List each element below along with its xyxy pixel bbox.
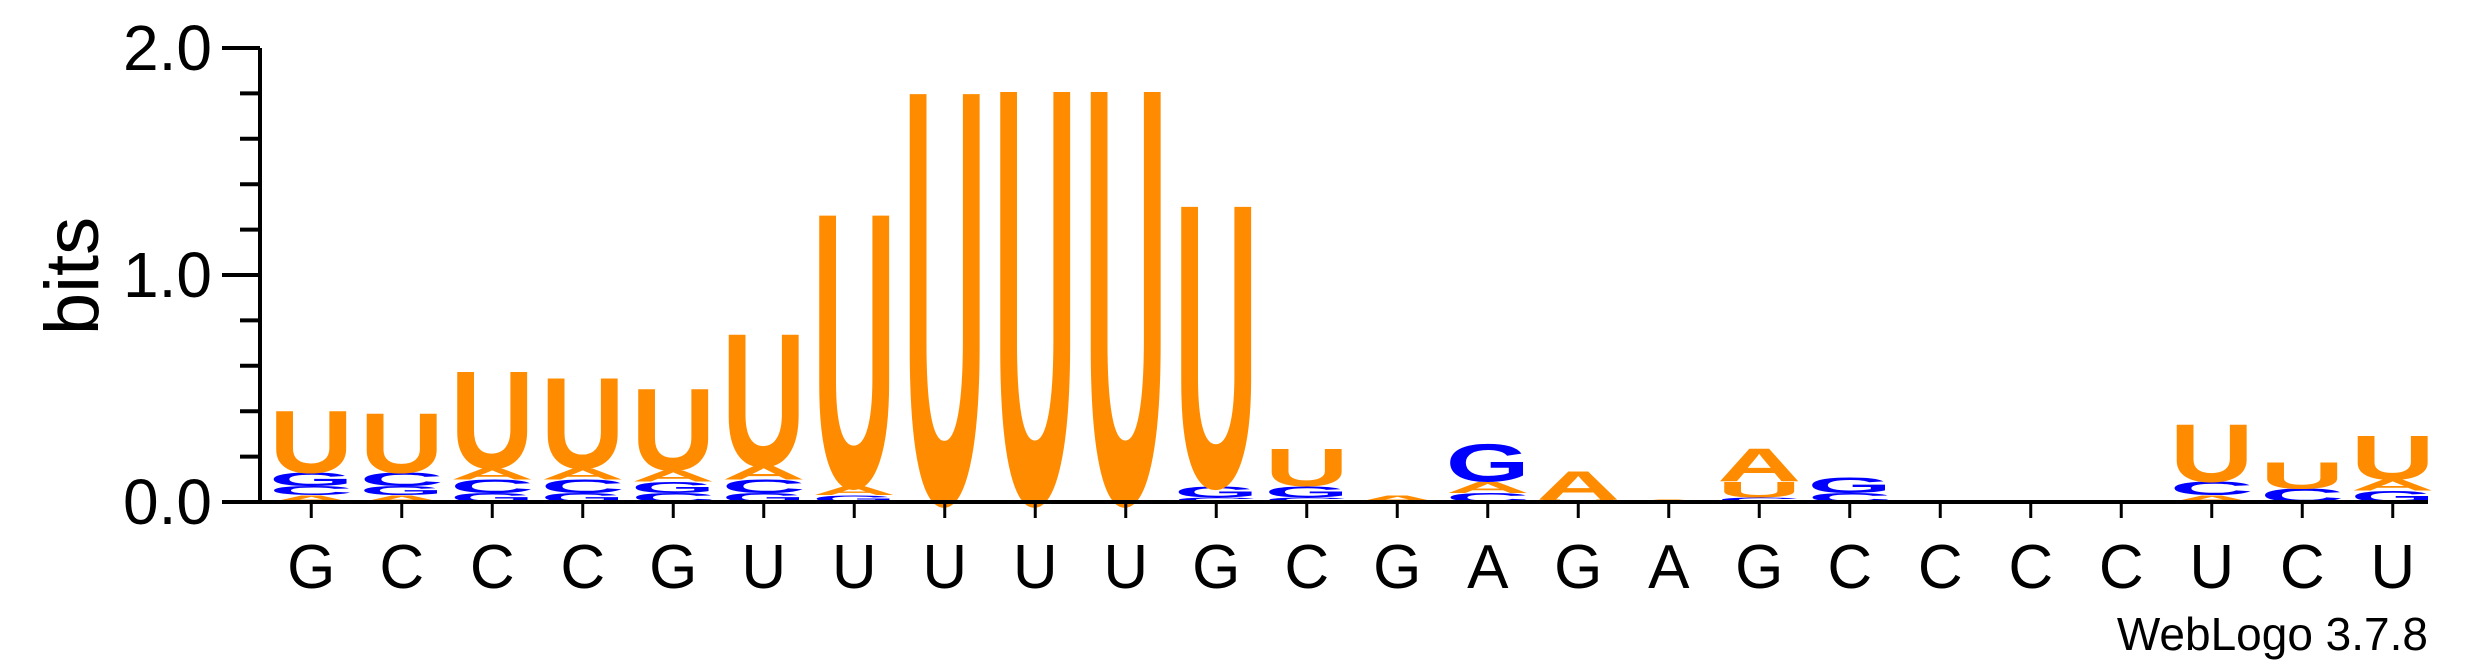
- logo-letter-G: G: [631, 479, 715, 497]
- logo-letter-U: U: [269, 392, 353, 492]
- logo-letter-G: G: [812, 494, 896, 505]
- logo-letter-C: C: [1265, 496, 1349, 503]
- logo-letter-C: C: [360, 469, 444, 490]
- logo-letter-A: A: [450, 465, 534, 483]
- logo-letter-A: A: [269, 493, 353, 504]
- logo-letter-C: C: [2170, 478, 2254, 499]
- logo-letter-A: A: [2170, 493, 2254, 504]
- logo-letter-C: C: [722, 476, 806, 497]
- logo-letter-U: U: [1084, 0, 1168, 628]
- logo-letter-U: U: [2260, 455, 2344, 497]
- position-label: C: [2280, 533, 2325, 602]
- position-label: U: [922, 533, 967, 602]
- position-label: C: [2008, 533, 2053, 602]
- logo-letter-U: U: [722, 294, 806, 506]
- logo-letter-G: G: [360, 484, 444, 498]
- weblogo-version-label: WebLogo 3.7.8: [2117, 608, 2428, 660]
- logo-letter-U: U: [631, 364, 715, 496]
- y-axis-title: bits: [30, 217, 115, 335]
- y-tick-label: 2.0: [123, 12, 212, 84]
- logo-letter-U: U: [812, 132, 896, 570]
- y-tick-label: 1.0: [123, 239, 212, 311]
- position-label: U: [832, 533, 877, 602]
- position-label: U: [2189, 533, 2234, 602]
- position-label: G: [1373, 533, 1421, 602]
- logo-letter-A: A: [722, 462, 806, 483]
- logo-letter-U: U: [1717, 477, 1801, 502]
- position-label: G: [1735, 533, 1783, 602]
- logo-letter-G: G: [1174, 483, 1258, 501]
- logo-letter-A: A: [541, 465, 625, 483]
- position-label: U: [1013, 533, 1058, 602]
- logo-letter-U: U: [1174, 120, 1258, 573]
- logo-letter-U: U: [360, 395, 444, 491]
- logo-letter-A: A: [2351, 476, 2435, 494]
- logo-letter-C: C: [1717, 496, 1801, 503]
- position-label: A: [1467, 533, 1509, 602]
- logo-letter-A: A: [812, 484, 896, 498]
- logo-letter-U: U: [2170, 408, 2254, 500]
- logo-letter-U: U: [1265, 438, 1349, 498]
- position-label: C: [1284, 533, 1329, 602]
- logo-letter-U: U: [2351, 422, 2435, 493]
- position-label: U: [741, 533, 786, 602]
- position-label: C: [470, 533, 515, 602]
- logo-letter-U: U: [450, 343, 534, 498]
- logo-letter-A: A: [1355, 493, 1439, 504]
- position-label: C: [560, 533, 605, 602]
- logo-letter-A: A: [631, 467, 715, 485]
- position-label: C: [1918, 533, 1963, 602]
- position-label: C: [2099, 533, 2144, 602]
- logo-letter-G: G: [1446, 434, 1530, 494]
- position-label: U: [2370, 533, 2415, 602]
- logo-letter-U: U: [903, 0, 987, 628]
- logo-letter-A: A: [1446, 479, 1530, 497]
- logo-letter-U: U: [541, 351, 625, 496]
- position-label: G: [649, 533, 697, 602]
- logo-letter-C: C: [1174, 496, 1258, 503]
- position-label: A: [1648, 533, 1690, 602]
- position-label: C: [1827, 533, 1872, 602]
- logo-letter-G: G: [1808, 473, 1892, 498]
- position-label: G: [1192, 533, 1240, 602]
- position-label: G: [287, 533, 335, 602]
- position-label: G: [1554, 533, 1602, 602]
- y-tick-label: 0.0: [123, 466, 212, 538]
- position-label: U: [1103, 533, 1148, 602]
- logo-letter-G: G: [269, 469, 353, 490]
- logo-letter-G: G: [1265, 483, 1349, 501]
- y-tick-layer: 0.0 1.0 2.0: [123, 12, 260, 538]
- logo-letter-C: C: [269, 484, 353, 498]
- logo-letter-A: A: [1717, 439, 1801, 492]
- logo-letter-C: C: [450, 476, 534, 497]
- logo-letter-C: C: [541, 476, 625, 497]
- position-label: C: [379, 533, 424, 602]
- logo-letter-A: A: [360, 493, 444, 504]
- logo-letter-U: U: [993, 0, 1077, 628]
